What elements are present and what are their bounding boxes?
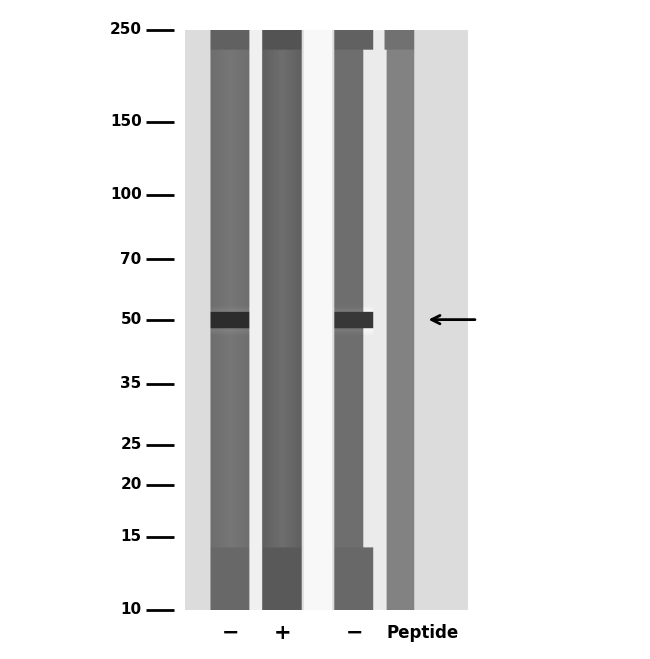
Text: 70: 70	[120, 252, 142, 266]
Text: Peptide: Peptide	[387, 623, 459, 642]
Text: −: −	[222, 623, 239, 643]
Text: +: +	[274, 623, 292, 643]
Text: 50: 50	[120, 312, 142, 327]
Text: 20: 20	[120, 477, 142, 492]
Text: 250: 250	[110, 22, 142, 37]
Text: 150: 150	[110, 114, 142, 129]
Text: 35: 35	[120, 376, 142, 391]
Text: 100: 100	[110, 187, 142, 202]
Text: 25: 25	[120, 437, 142, 452]
Text: 10: 10	[120, 602, 142, 617]
Text: −: −	[346, 623, 363, 643]
Text: 15: 15	[120, 529, 142, 544]
